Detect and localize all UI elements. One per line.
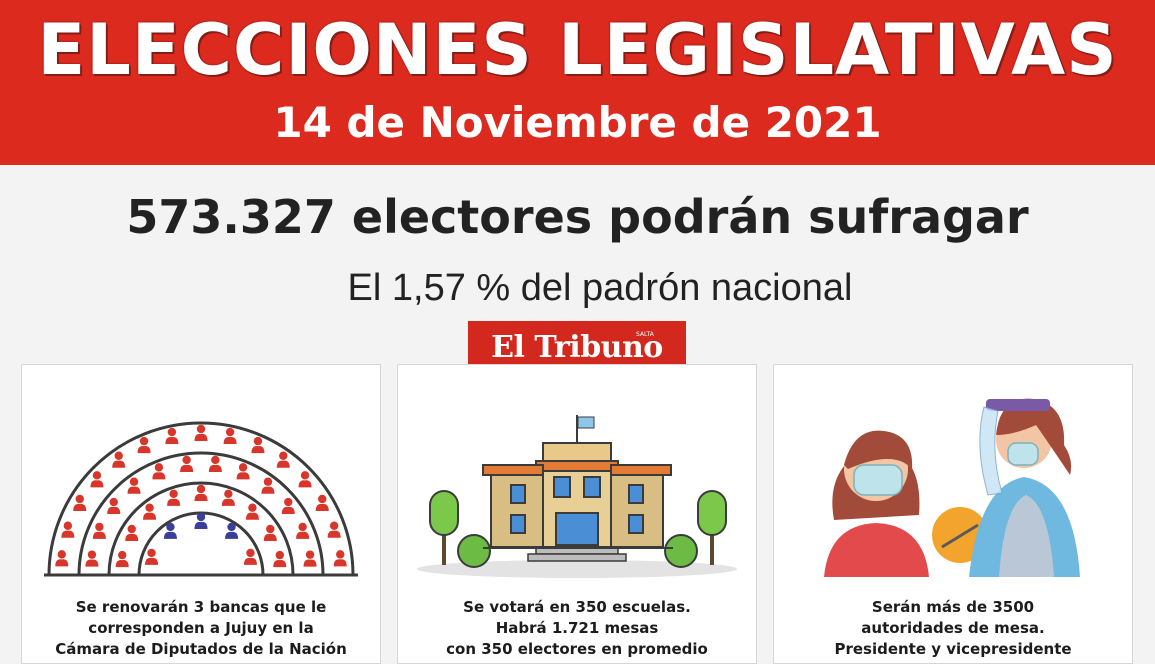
seat-figure	[137, 436, 151, 454]
seat-figure	[225, 522, 239, 539]
card-line: Habrá 1.721 mesas	[495, 619, 659, 637]
seat-figure	[245, 503, 259, 520]
seat-figure	[303, 550, 317, 567]
card-line: autoridades de mesa.	[861, 619, 1045, 637]
seat-figure	[61, 521, 75, 538]
seat-figure	[115, 550, 129, 568]
seat-figure	[163, 522, 177, 539]
seat-figure	[194, 424, 208, 441]
tree-icon	[697, 490, 727, 565]
seat-figure	[333, 550, 347, 567]
election-date: 14 de Noviembre de 2021	[273, 98, 882, 147]
card-congress-text: Se renovarán 3 bancas que le corresponde…	[22, 597, 380, 660]
seat-figure	[296, 522, 310, 539]
seat-figure	[276, 451, 290, 468]
seat-figure	[273, 550, 287, 568]
seat-figure	[165, 427, 179, 445]
seat-figure	[125, 524, 139, 541]
tree-icon	[429, 490, 459, 565]
seat-figure	[263, 524, 277, 541]
school-building-icon	[417, 415, 737, 578]
seat-figure	[236, 463, 250, 480]
seat-figure	[281, 497, 295, 515]
seat-figure	[145, 548, 159, 565]
seat-figure	[85, 550, 99, 567]
card-congress: Se renovarán 3 bancas que le corresponde…	[21, 364, 381, 664]
card-authorities-text: Serán más de 3500 autoridades de mesa. P…	[774, 597, 1132, 660]
seat-figure	[223, 427, 237, 445]
seat-figure	[261, 477, 275, 494]
voters-headline: 573.327 electores podrán sufragar	[126, 190, 1029, 244]
seat-figure	[167, 489, 181, 506]
seat-figure	[143, 503, 157, 520]
card-line: Se renovarán 3 bancas que le	[75, 598, 327, 616]
congress-seats-icon	[44, 421, 358, 577]
seat-figure	[298, 471, 312, 488]
seat-figure	[127, 477, 141, 494]
masked-people-icon	[824, 398, 1080, 577]
percentage-subline: El 1,57 % del padrón nacional	[347, 267, 853, 309]
seat-figure	[107, 497, 121, 515]
seat-figure	[73, 494, 87, 511]
seat-figure	[112, 451, 126, 468]
seat-figure	[152, 463, 166, 480]
seat-figure	[251, 436, 265, 454]
card-line: Se votará en 350 escuelas.	[463, 598, 691, 616]
card-schools-text: Se votará en 350 escuelas. Habrá 1.721 m…	[398, 597, 756, 660]
header-banner: ELECCIONES LEGISLATIVAS 14 de Noviembre …	[0, 0, 1155, 165]
seat-figure	[194, 484, 208, 501]
card-line: Serán más de 3500	[871, 598, 1035, 616]
logo-text: El Tribuno	[491, 330, 663, 365]
seat-figure	[221, 489, 235, 506]
logo-mark: SALTA	[636, 331, 654, 338]
card-authorities: Serán más de 3500 autoridades de mesa. P…	[773, 364, 1133, 664]
card-line: corresponden a Jujuy en la	[88, 619, 314, 637]
seat-figure	[315, 494, 329, 511]
seat-figure	[180, 455, 194, 472]
seat-figure	[327, 521, 341, 538]
seat-figure	[208, 455, 222, 472]
card-schools: Se votará en 350 escuelas. Habrá 1.721 m…	[397, 364, 757, 664]
page-title: ELECCIONES LEGISLATIVAS	[37, 9, 1118, 91]
seat-figure	[92, 522, 106, 539]
seat-figure	[90, 471, 104, 488]
seat-figure	[55, 550, 69, 567]
seat-figure	[194, 512, 208, 529]
seat-figure	[243, 548, 257, 565]
